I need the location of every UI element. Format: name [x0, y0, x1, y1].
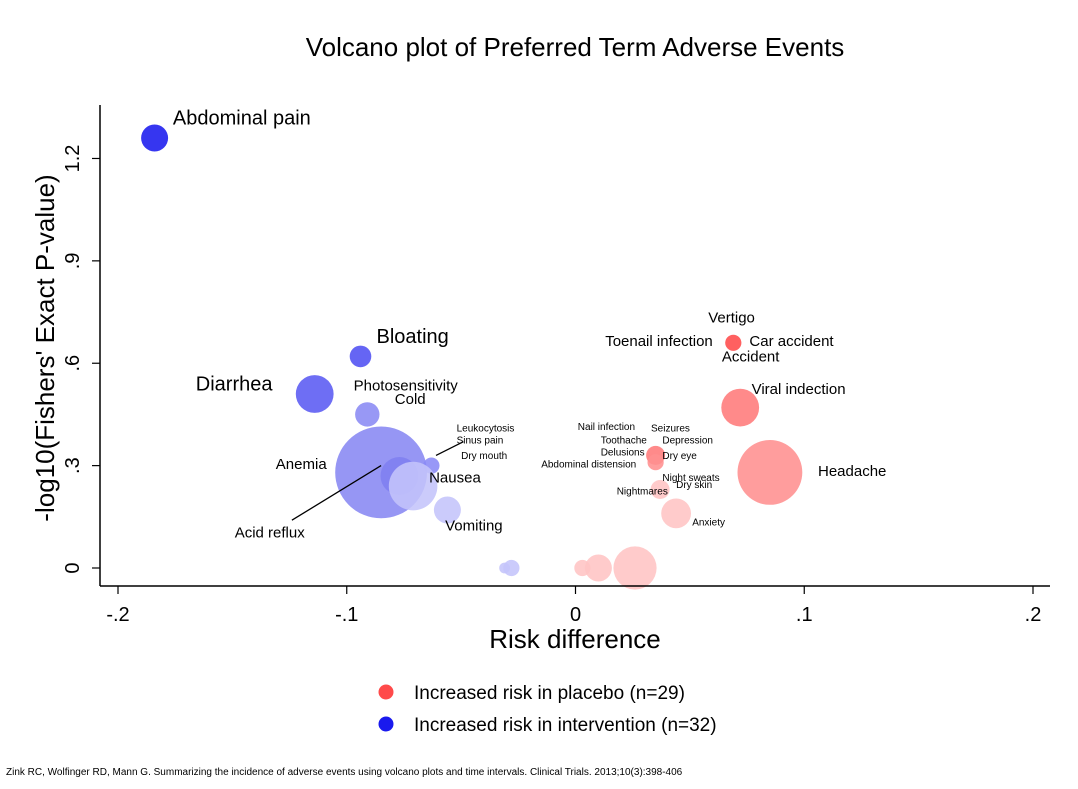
data-point: [349, 345, 372, 368]
point-label: Leukocytosis: [457, 424, 515, 435]
data-point: [433, 496, 461, 524]
callout-line: [291, 465, 382, 521]
data-point: [584, 554, 612, 582]
chart-title: Volcano plot of Preferred Term Adverse E…: [306, 32, 845, 62]
data-point: [141, 124, 169, 152]
data-point: [503, 559, 520, 577]
data-point: [721, 388, 760, 427]
point-label: Diarrhea: [196, 374, 274, 396]
data-point: [661, 498, 691, 529]
point-label: Cold: [395, 391, 426, 408]
legend-marker-intervention: [378, 716, 394, 732]
legend-label-placebo: Increased risk in placebo (n=29): [414, 683, 685, 704]
y-ticks: 0 .3 .6 .9 1.2: [62, 145, 100, 574]
point-label: Headache: [818, 463, 886, 480]
x-tick-label: .1: [796, 604, 813, 626]
point-label: Nail infection: [578, 422, 635, 433]
point-label: Sinus pain: [457, 435, 504, 446]
point-label: Anxiety: [692, 517, 725, 528]
point-label: Abdominal pain: [173, 107, 311, 129]
point-label: Depression: [662, 435, 713, 446]
y-tick-label: .3: [62, 457, 84, 474]
x-tick-label: .2: [1025, 604, 1042, 626]
data-point: [647, 454, 664, 471]
callout-layer: [291, 441, 464, 521]
y-tick-label: 0: [62, 562, 84, 573]
point-label: Vomiting: [445, 518, 503, 535]
y-tick-label: .6: [62, 355, 84, 372]
point-label: Delusions: [601, 447, 645, 458]
data-point: [725, 334, 742, 351]
points-layer: [141, 124, 803, 590]
y-tick-label: 1.2: [62, 145, 84, 173]
point-label: Anemia: [276, 456, 328, 473]
point-label: Photosensitivity: [354, 378, 459, 395]
data-point: [737, 440, 803, 505]
point-label: Nightmares: [617, 487, 668, 498]
point-label: Toenail infection: [605, 333, 713, 350]
point-label: Accident: [722, 349, 780, 366]
point-label: Dry eye: [662, 451, 697, 462]
point-label: Nausea: [429, 470, 481, 487]
point-label: Viral indection: [752, 381, 846, 398]
point-label: Car accident: [749, 333, 834, 350]
point-label: Toothache: [601, 435, 648, 446]
y-tick-label: .9: [62, 253, 84, 270]
data-point: [388, 461, 438, 511]
point-label: Dry skin: [676, 480, 712, 491]
label-layer: Abdominal pain Bloating Diarrhea Photosensi…: [173, 107, 886, 541]
x-tick-label: -.1: [335, 604, 358, 626]
citation-footer: Zink RC, Wolfinger RD, Mann G. Summarizi…: [6, 767, 683, 778]
point-label: Dry mouth: [461, 451, 507, 462]
data-point: [650, 480, 670, 499]
y-axis-label: -log10(Fishers' Exact P-value): [30, 174, 60, 521]
point-label: Abdominal distension: [541, 459, 636, 470]
x-axis-label: Risk difference: [489, 624, 661, 654]
data-point: [295, 375, 334, 413]
x-ticks: -.2 -.1 0 .1 .2: [106, 586, 1041, 626]
callout-line: [435, 441, 464, 456]
legend: Increased risk in placebo (n=29) Increas…: [378, 683, 717, 736]
point-label: Acid reflux: [235, 524, 306, 541]
point-label: Bloating: [377, 326, 449, 348]
legend-label-intervention: Increased risk in intervention (n=32): [414, 715, 717, 736]
point-label: Seizures: [651, 424, 690, 435]
legend-marker-placebo: [378, 684, 394, 700]
point-label: Night sweats: [662, 473, 719, 484]
x-tick-label: 0: [570, 604, 581, 626]
data-point: [613, 546, 657, 590]
data-point: [355, 402, 380, 427]
x-tick-label: -.2: [106, 604, 129, 626]
point-label: Vertigo: [708, 309, 755, 326]
